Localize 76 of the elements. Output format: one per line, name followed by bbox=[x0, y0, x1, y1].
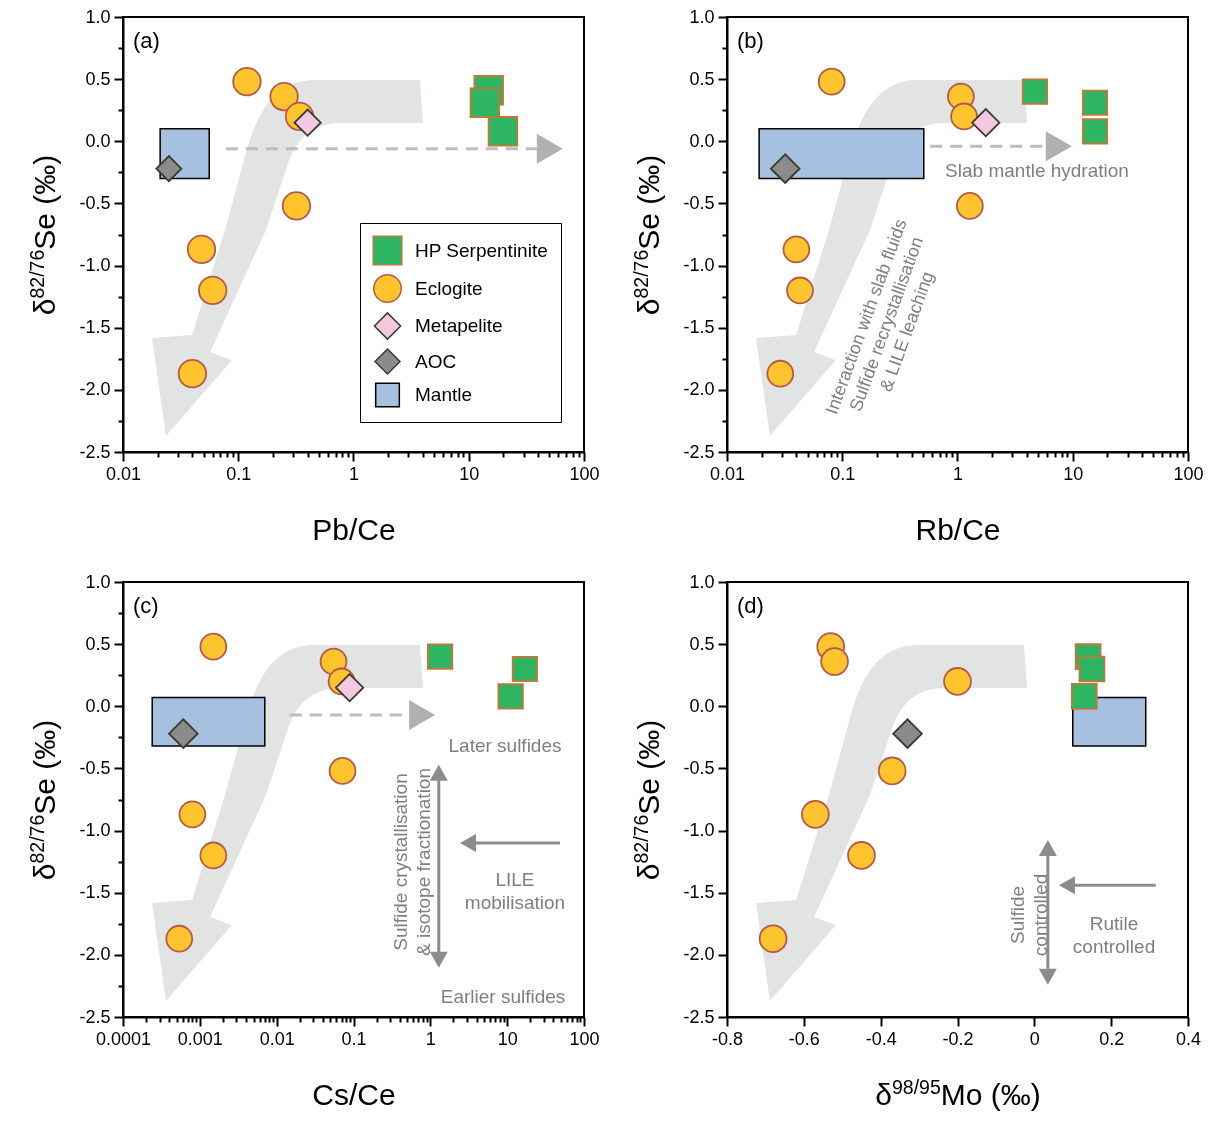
annotation: Later sulfides bbox=[448, 735, 562, 756]
y-tick-label: 1.0 bbox=[689, 6, 715, 27]
y-tick-label: -1.5 bbox=[683, 882, 715, 903]
y-tick-label: -1.0 bbox=[683, 820, 715, 841]
y-tick-label: 0.5 bbox=[689, 68, 715, 89]
annotation: LILE mobilisation bbox=[464, 869, 566, 913]
y-tick-label: -1.5 bbox=[683, 317, 715, 338]
y-tick-label: 0.0 bbox=[689, 130, 715, 151]
y-tick-label: -2.5 bbox=[79, 441, 111, 462]
legend-label: Metapelite bbox=[415, 315, 503, 336]
y-tick-label: -2.5 bbox=[79, 1006, 111, 1027]
x-tick-label: 0.001 bbox=[177, 1028, 223, 1049]
x-tick-label: -0.8 bbox=[711, 1028, 744, 1049]
x-tick-label: -0.4 bbox=[865, 1028, 897, 1049]
x-tick-label: 100 bbox=[1173, 463, 1204, 484]
legend-label: Eclogite bbox=[415, 277, 483, 299]
y-tick-label: -1.0 bbox=[79, 255, 111, 276]
x-tick-label: 1 bbox=[425, 1028, 436, 1049]
x-tick-label: 1 bbox=[952, 463, 964, 484]
x-tick-label: 100 bbox=[569, 463, 600, 484]
y-tick-label: 0.5 bbox=[689, 633, 715, 654]
y-tick-label: -1.0 bbox=[79, 820, 111, 841]
annotation: (d) bbox=[737, 593, 764, 618]
y-tick-label: 1.0 bbox=[85, 6, 111, 27]
x-tick-label: 0.1 bbox=[226, 463, 252, 484]
y-tick-label: 0.0 bbox=[689, 695, 715, 716]
y-tick-label: 0.5 bbox=[85, 633, 111, 654]
y-tick-label: -2.0 bbox=[683, 944, 715, 965]
x-axis-title: Cs/Ce bbox=[312, 1077, 396, 1111]
legend-label: HP Serpentinite bbox=[415, 239, 548, 261]
y-tick-label: -0.5 bbox=[79, 757, 111, 778]
x-axis-title: δ$^{98/95}$Mo (‰) bbox=[875, 1075, 1041, 1111]
y-tick-label: 0.5 bbox=[85, 68, 111, 89]
y-tick-label: 0.0 bbox=[85, 695, 111, 716]
x-tick-label: -0.2 bbox=[942, 1028, 974, 1049]
x-tick-label: 0.1 bbox=[830, 463, 856, 484]
x-tick-label: 0.2 bbox=[1099, 1028, 1125, 1049]
annotation: Sulfide controlled bbox=[1007, 873, 1051, 957]
x-tick-label: -0.6 bbox=[788, 1028, 820, 1049]
y-tick-label: -2.0 bbox=[683, 379, 715, 400]
y-tick-label: 0.0 bbox=[85, 130, 111, 151]
x-axis-title: Rb/Ce bbox=[915, 512, 1001, 546]
legend-label: Mantle bbox=[415, 384, 473, 405]
y-tick-label: 1.0 bbox=[85, 571, 111, 592]
x-tick-label: 0.01 bbox=[709, 463, 746, 484]
y-tick-label: -2.5 bbox=[683, 1006, 715, 1027]
y-tick-label: -2.0 bbox=[79, 944, 111, 965]
y-tick-label: -2.0 bbox=[79, 379, 111, 400]
x-tick-label: 0.01 bbox=[105, 463, 142, 484]
y-tick-label: -0.5 bbox=[79, 192, 111, 213]
y-tick-label: 1.0 bbox=[689, 571, 715, 592]
x-tick-label: 10 bbox=[459, 463, 480, 484]
annotation: (a) bbox=[133, 28, 160, 53]
x-tick-label: 100 bbox=[569, 1028, 600, 1049]
x-tick-label: 0.4 bbox=[1175, 1028, 1202, 1049]
x-tick-label: 1 bbox=[348, 463, 360, 484]
annotation: Rutile controlled bbox=[1072, 913, 1156, 957]
annotation: Slab mantle hydration bbox=[945, 160, 1129, 181]
x-tick-label: 0 bbox=[1029, 1028, 1040, 1049]
annotation: Earlier sulfides bbox=[440, 986, 566, 1007]
annotation: (c) bbox=[133, 593, 159, 618]
x-tick-label: 0.1 bbox=[341, 1028, 367, 1049]
x-tick-label: 10 bbox=[497, 1028, 518, 1049]
legend-label: AOC bbox=[415, 350, 457, 372]
y-tick-label: -1.5 bbox=[79, 317, 111, 338]
y-tick-label: -0.5 bbox=[683, 192, 715, 213]
x-axis-title: Pb/Ce bbox=[312, 512, 396, 546]
annotation: Sulfide crystallisation & isotope fractionation bbox=[390, 767, 434, 957]
y-tick-label: -1.0 bbox=[683, 255, 715, 276]
annotation: (b) bbox=[737, 28, 764, 53]
x-tick-label: 0.0001 bbox=[95, 1028, 152, 1049]
y-tick-label: -2.5 bbox=[683, 441, 715, 462]
y-tick-label: -1.5 bbox=[79, 882, 111, 903]
x-tick-label: 10 bbox=[1063, 463, 1084, 484]
y-tick-label: -0.5 bbox=[683, 757, 715, 778]
x-tick-label: 0.01 bbox=[259, 1028, 295, 1049]
